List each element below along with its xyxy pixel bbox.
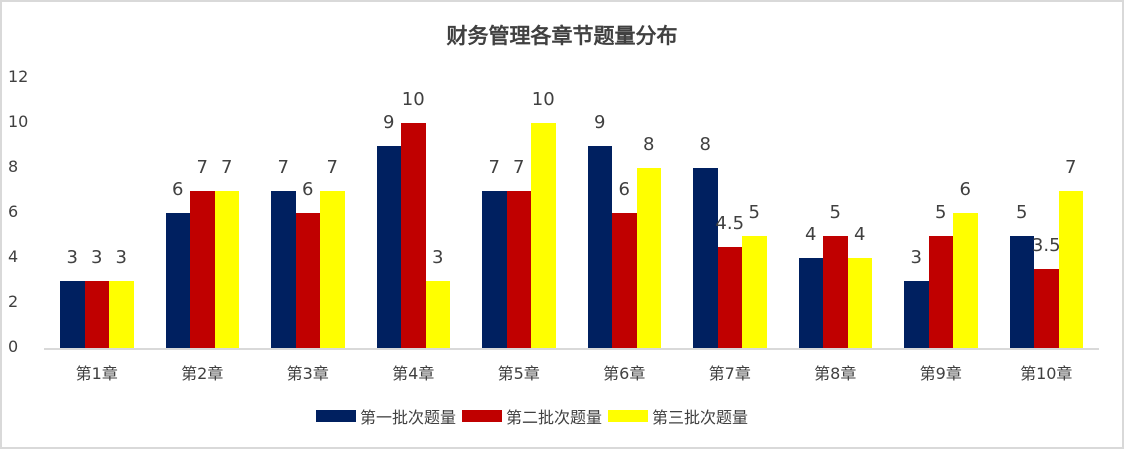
bar bbox=[823, 235, 848, 348]
data-label: 6 bbox=[302, 179, 314, 200]
bar bbox=[482, 190, 507, 348]
data-label: 6 bbox=[172, 179, 184, 200]
bar bbox=[636, 168, 661, 348]
bar bbox=[320, 190, 345, 348]
data-label: 3.5 bbox=[1031, 235, 1061, 257]
y-tick-label: 8 bbox=[8, 157, 19, 176]
y-tick-label: 2 bbox=[8, 292, 19, 311]
data-label: 3 bbox=[910, 246, 922, 268]
bar bbox=[928, 235, 953, 348]
legend-item: 第三批次题量 bbox=[608, 404, 748, 428]
bar bbox=[109, 280, 134, 348]
x-category-label: 第3章 bbox=[286, 364, 329, 383]
data-label: 7 bbox=[513, 156, 525, 178]
data-label: 7 bbox=[196, 156, 208, 178]
data-label: 7 bbox=[488, 156, 500, 178]
y-tick-label: 10 bbox=[8, 112, 29, 131]
bar bbox=[376, 145, 401, 348]
bar bbox=[953, 213, 978, 348]
legend-item: 第一批次题量 bbox=[316, 404, 456, 428]
bar bbox=[425, 280, 450, 348]
y-tick-label: 0 bbox=[8, 337, 19, 356]
bar bbox=[295, 213, 320, 348]
bar bbox=[190, 190, 215, 348]
bar bbox=[612, 213, 637, 348]
data-label: 10 bbox=[531, 89, 555, 110]
x-category-label: 第2章 bbox=[181, 364, 224, 383]
bar bbox=[271, 190, 296, 348]
data-label: 8 bbox=[643, 134, 655, 155]
legend-swatch bbox=[316, 410, 356, 422]
x-category-label: 第6章 bbox=[603, 364, 646, 383]
legend-label: 第二批次题量 bbox=[506, 408, 603, 427]
bar bbox=[587, 145, 612, 348]
data-label: 10 bbox=[401, 89, 425, 110]
bar bbox=[214, 190, 239, 348]
data-label: 4 bbox=[805, 224, 817, 245]
bar bbox=[1009, 235, 1034, 348]
y-tick-label: 4 bbox=[8, 247, 19, 266]
y-tick-label: 12 bbox=[8, 67, 29, 86]
legend-item: 第二批次题量 bbox=[462, 404, 602, 428]
x-category-label: 第8章 bbox=[814, 364, 857, 383]
legend-label: 第一批次题量 bbox=[360, 408, 457, 427]
data-label: 5 bbox=[1016, 201, 1028, 223]
data-label: 5 bbox=[935, 201, 947, 223]
x-category-label: 第9章 bbox=[919, 364, 962, 383]
bar bbox=[84, 280, 109, 348]
x-category-label: 第4章 bbox=[392, 364, 435, 383]
data-label: 5 bbox=[748, 201, 760, 223]
bar bbox=[904, 280, 929, 348]
bar bbox=[693, 168, 718, 348]
bar bbox=[60, 280, 85, 348]
data-label: 9 bbox=[383, 111, 395, 133]
data-label: 3 bbox=[432, 246, 444, 268]
data-label: 9 bbox=[594, 111, 606, 133]
bar bbox=[847, 258, 872, 348]
legend-swatch bbox=[608, 410, 649, 422]
x-category-label: 第1章 bbox=[75, 364, 118, 383]
x-category-label: 第7章 bbox=[708, 364, 751, 383]
data-label: 7 bbox=[221, 156, 233, 178]
legend-label: 第三批次题量 bbox=[652, 408, 749, 427]
data-label: 6 bbox=[618, 179, 630, 200]
legend: 第一批次题量 第二批次题量 第三批次题量 bbox=[316, 404, 754, 428]
x-axis-line bbox=[44, 348, 1099, 350]
bar bbox=[1058, 190, 1083, 348]
x-category-label: 第5章 bbox=[497, 364, 540, 383]
data-label: 7 bbox=[1065, 156, 1077, 178]
x-category-label: 第10章 bbox=[1020, 364, 1073, 383]
bar bbox=[165, 213, 190, 348]
bar bbox=[401, 123, 426, 348]
bar bbox=[742, 235, 767, 348]
data-label: 3 bbox=[91, 246, 103, 268]
bar bbox=[1034, 269, 1059, 348]
bar bbox=[506, 190, 531, 348]
bar bbox=[531, 123, 556, 348]
data-label: 6 bbox=[959, 179, 971, 200]
data-label: 7 bbox=[277, 156, 289, 178]
data-label: 4 bbox=[854, 224, 866, 245]
data-label: 3 bbox=[66, 246, 78, 268]
legend-swatch bbox=[462, 410, 503, 422]
data-label: 3 bbox=[115, 246, 127, 268]
data-label: 5 bbox=[829, 201, 841, 223]
data-label: 8 bbox=[699, 134, 711, 155]
chart-title: 财务管理各章节题量分布 bbox=[446, 24, 678, 48]
y-tick-label: 6 bbox=[8, 202, 19, 221]
bar bbox=[717, 246, 742, 348]
data-label: 4.5 bbox=[715, 212, 745, 234]
data-label: 7 bbox=[326, 156, 338, 178]
bar bbox=[798, 258, 823, 348]
